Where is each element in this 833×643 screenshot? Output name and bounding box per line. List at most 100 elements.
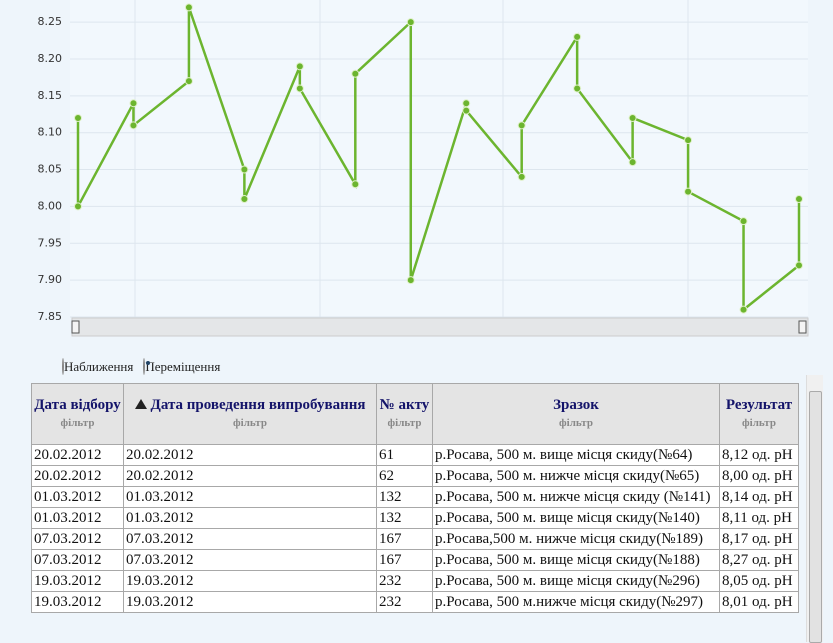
table-cell: р.Росава, 500 м. вище місця скиду(№64) [432, 444, 720, 466]
table-cell: 8,11 од. рН [719, 507, 799, 529]
point [462, 99, 471, 108]
table-row[interactable]: 07.03.2012 07.03.2012 167 р.Росава, 500 м. … [31, 549, 799, 571]
table-cell: 8,05 од. рН [719, 570, 799, 592]
table-cell: 232 [376, 570, 433, 592]
point [184, 77, 193, 86]
slider-handle[interactable] [71, 320, 80, 334]
header-title: Зразок [553, 397, 599, 413]
y-tick-label: 7.95 [38, 236, 63, 249]
table-cell: 19.03.2012 [31, 570, 124, 592]
filter-link[interactable]: фільтр [60, 417, 95, 429]
y-tick-label: 8.25 [38, 15, 63, 28]
table-cell: 01.03.2012 [31, 507, 124, 529]
table-cell: 01.03.2012 [123, 486, 377, 508]
point [739, 217, 748, 226]
table-row[interactable]: 20.02.2012 20.02.2012 61 р.Росава, 500 м. в… [31, 444, 799, 466]
column-header[interactable]: Зразок фільтр [432, 383, 720, 445]
point [129, 121, 138, 130]
table-cell: 20.02.2012 [31, 444, 124, 466]
point [795, 195, 803, 204]
point [573, 32, 582, 41]
scroll-thumb[interactable] [809, 391, 822, 643]
table-cell: 8,12 од. рН [719, 444, 799, 466]
slider-handle[interactable] [798, 320, 807, 334]
column-header[interactable]: № акту фільтр [376, 383, 433, 445]
table-cell: 07.03.2012 [123, 528, 377, 550]
point [406, 18, 415, 27]
table-row[interactable]: 01.03.2012 01.03.2012 132 р.Росава, 500 м. … [31, 486, 799, 508]
point [351, 69, 360, 78]
table-cell: 20.02.2012 [123, 465, 377, 487]
y-tick-label: 8.05 [38, 163, 63, 176]
chart: 7.85 7.90 7.95 8.00 8.05 8.10 8.15 8.20 8.25 [38, 0, 809, 337]
table-cell: 62 [376, 465, 433, 487]
table-cell: 19.03.2012 [123, 591, 377, 613]
table-cell: 07.03.2012 [123, 549, 377, 571]
table-row[interactable]: 20.02.2012 20.02.2012 62 р.Росава, 500 м. н… [31, 465, 799, 487]
point [573, 84, 582, 93]
scrollbar[interactable] [806, 375, 823, 643]
point [240, 195, 249, 204]
table-cell: 01.03.2012 [31, 486, 124, 508]
radio-label: Переміщення [145, 359, 221, 374]
header-title: № акту [379, 397, 430, 413]
grid: 7.85 7.90 7.95 8.00 8.05 8.10 8.15 8.20 8.25 [38, 15, 808, 323]
y-tick-label: 8.10 [38, 126, 63, 139]
range-slider[interactable] [71, 317, 809, 337]
filter-link[interactable]: фільтр [742, 417, 776, 429]
point [739, 305, 748, 314]
point [517, 121, 526, 130]
radio-option[interactable]: Наближення [62, 358, 134, 375]
table-cell: р.Росава, 500 м. вище місця скиду(№296) [432, 570, 720, 592]
y-tick-label: 8.15 [38, 89, 63, 102]
filter-link[interactable]: фільтр [387, 417, 422, 429]
y-tick-label: 8.00 [38, 199, 63, 212]
data-table: Дата відбору фільтр Дата проведення випроб… [31, 383, 799, 613]
table-cell: 19.03.2012 [31, 591, 124, 613]
table-cell: 232 [376, 591, 433, 613]
point [129, 99, 138, 108]
table-row[interactable]: 19.03.2012 19.03.2012 232 р.Росава, 500 м. … [31, 570, 799, 592]
point [517, 172, 526, 181]
table-cell: 61 [376, 444, 433, 466]
table-cell: 19.03.2012 [123, 570, 377, 592]
table-cell: 01.03.2012 [123, 507, 377, 529]
point [74, 113, 82, 122]
filter-link[interactable]: фільтр [559, 417, 593, 429]
point [684, 136, 693, 145]
table-cell: 07.03.2012 [31, 528, 124, 550]
column-header[interactable]: Результат фільтр [719, 383, 799, 445]
header-title: Дата відбору [34, 397, 121, 413]
table-cell: 07.03.2012 [31, 549, 124, 571]
point [406, 276, 415, 285]
table-row[interactable]: 07.03.2012 07.03.2012 167 р.Росава,500 м. н… [31, 528, 799, 550]
table-cell: 8,14 од. рН [719, 486, 799, 508]
column-header[interactable]: Дата проведення випробування фільтр [123, 383, 377, 445]
radio-option[interactable]: Переміщення [143, 358, 221, 375]
table-row[interactable]: 19.03.2012 19.03.2012 232 р.Росава, 500 м.н… [31, 591, 799, 613]
line [76, 6, 801, 313]
radio-group: Наближення Переміщення [62, 358, 221, 375]
point [684, 187, 693, 196]
radio-button[interactable] [143, 358, 146, 375]
point [295, 84, 304, 93]
table-cell: 132 [376, 507, 433, 529]
table-cell: 20.02.2012 [123, 444, 377, 466]
radio-button[interactable] [62, 358, 64, 375]
table-cell: 8,17 од. рН [719, 528, 799, 550]
series [74, 3, 803, 314]
y-tick-label: 7.85 [38, 310, 63, 323]
point [795, 261, 803, 270]
y-tick-label: 8.20 [38, 52, 63, 65]
sort-icon[interactable] [134, 399, 147, 409]
filter-link[interactable]: фільтр [233, 417, 267, 429]
table-row[interactable]: 01.03.2012 01.03.2012 132 р.Росава, 500 м. … [31, 507, 799, 529]
table-cell: 8,27 од. рН [719, 549, 799, 571]
column-header[interactable]: Дата відбору фільтр [31, 383, 124, 445]
header-title: Результат [725, 397, 793, 413]
table-cell: р.Росава,500 м. нижче місця скиду(№189) [432, 528, 720, 550]
radio-label: Наближення [64, 359, 134, 374]
plot-area [70, 0, 808, 317]
table-cell: р.Росава, 500 м.нижче місця скиду(№297) [432, 591, 720, 613]
point [628, 158, 637, 167]
